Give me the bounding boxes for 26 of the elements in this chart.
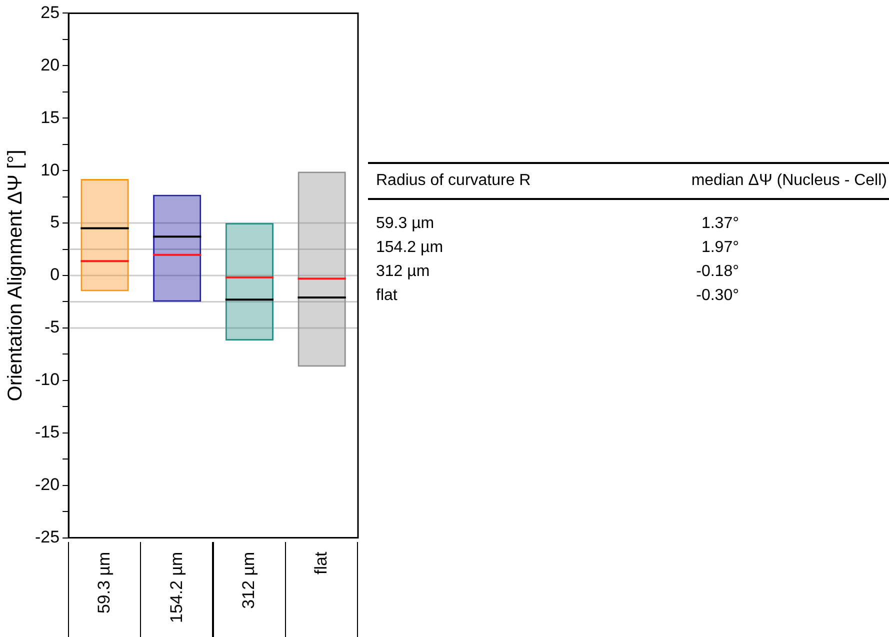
x-tick-label: 154.2 µm bbox=[166, 552, 186, 624]
x-tick-label: 59.3 µm bbox=[94, 552, 114, 614]
y-tick-label: 20 bbox=[40, 55, 60, 74]
x-tick-label: 312 µm bbox=[239, 552, 258, 609]
text: Radius of curvature R bbox=[375, 171, 532, 191]
x-tick-label: flat bbox=[312, 552, 331, 574]
category-label: flat bbox=[376, 287, 398, 304]
y-tick-label: 5 bbox=[50, 212, 60, 232]
category-label: 312 µm bbox=[376, 263, 430, 280]
y-tick-label: -15 bbox=[34, 422, 60, 442]
text: -0.18° bbox=[696, 263, 739, 280]
y-tick-label: -25 bbox=[34, 527, 60, 546]
text: 1.97° bbox=[701, 239, 739, 256]
y-tick-label: 15 bbox=[40, 108, 60, 127]
text: -0.30° bbox=[696, 287, 739, 304]
y-tick-label: -20 bbox=[34, 475, 60, 494]
y-tick-label: -10 bbox=[34, 370, 60, 390]
category-label: 154.2 µm bbox=[376, 239, 444, 256]
y-tick-label: 10 bbox=[40, 160, 60, 180]
y-tick-label: 0 bbox=[50, 265, 60, 284]
y-tick-label: -5 bbox=[44, 318, 60, 337]
category-label: 59.3 µm bbox=[376, 215, 434, 232]
y-axis-title: Orientation Alignment ΔΨ [°] bbox=[4, 150, 27, 402]
y-tick-label: 25 bbox=[40, 2, 60, 22]
text: median ΔΨ (Nucleus - Cell) bbox=[690, 171, 888, 191]
text: 1.37° bbox=[701, 215, 739, 232]
